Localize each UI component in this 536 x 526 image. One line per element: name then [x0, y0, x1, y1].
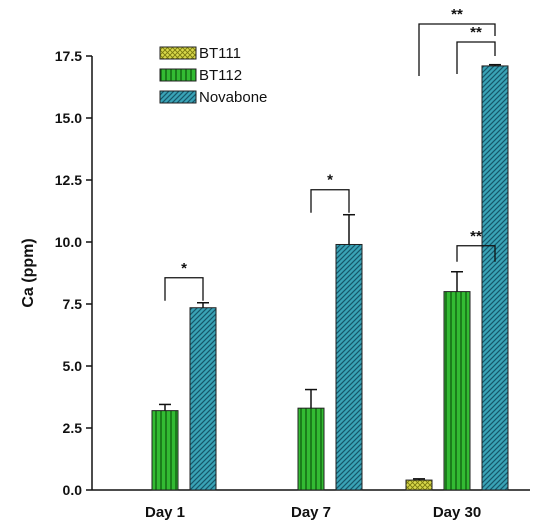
significance-bracket	[164, 277, 204, 301]
legend-swatch-bt112	[159, 68, 197, 82]
significance-label: **	[451, 6, 463, 23]
x-tick-label: Day 1	[145, 504, 185, 521]
significance-label: *	[327, 172, 333, 189]
significance-label: **	[470, 24, 482, 41]
bar-novabone-day-7	[335, 243, 363, 491]
legend-label-bt111: BT111	[199, 45, 241, 62]
legend-label-bt112: BT112	[199, 67, 242, 84]
y-tick-label: 10.0	[55, 234, 82, 250]
y-tick-label: 5.0	[63, 358, 83, 374]
y-tick-label: 12.5	[55, 172, 82, 188]
y-tick-label: 0.0	[63, 482, 83, 498]
significance-label: **	[470, 228, 482, 245]
legend-swatch-bt111	[159, 46, 197, 60]
bar-bt111-day-30	[405, 479, 433, 491]
y-axis-title: Ca (ppm)	[20, 238, 37, 307]
significance-bracket	[456, 245, 496, 262]
bar-bt112-day-1	[151, 410, 179, 491]
y-tick-label: 7.5	[63, 296, 83, 312]
bar-bt112-day-30	[443, 291, 471, 491]
significance-bracket	[310, 189, 350, 213]
y-tick-label: 17.5	[55, 48, 82, 64]
y-tick-label: 2.5	[63, 420, 83, 436]
bar-novabone-day-30	[481, 65, 509, 491]
legend-label-novabone: Novabone	[199, 89, 267, 106]
bar-novabone-day-1	[189, 307, 217, 491]
legend-swatch-novabone	[159, 90, 197, 104]
x-tick-label: Day 7	[291, 504, 331, 521]
significance-bracket	[418, 23, 496, 76]
significance-bracket	[456, 41, 496, 74]
bar-bt112-day-7	[297, 407, 325, 491]
x-tick-label: Day 30	[433, 504, 481, 521]
significance-label: *	[181, 260, 187, 277]
y-tick-label: 15.0	[55, 110, 82, 126]
